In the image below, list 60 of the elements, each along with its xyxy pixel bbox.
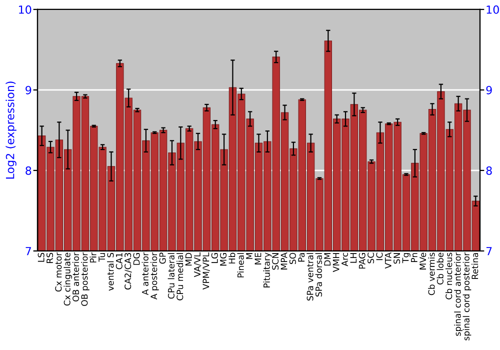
y2-tick-label: 10 (486, 5, 499, 14)
x-tick-label: MVe (420, 252, 426, 270)
x-tick-label: OB anterior (72, 252, 80, 302)
x-tick-label: MPA (280, 252, 288, 270)
x-tick-label: spinal cord posterior (462, 252, 472, 340)
y-tick-label: 9 (26, 86, 32, 94)
x-tick-label: A posterior (150, 252, 159, 300)
x-tick-label: CA2/CA3 (124, 253, 132, 290)
x-tick-label: VTA (384, 252, 392, 269)
x-tick-label: Pa (298, 253, 305, 262)
x-tick-label: ME (254, 252, 262, 264)
x-tick-label: Arc (342, 252, 348, 266)
x-tick-label: LS (38, 252, 44, 262)
x-tick-label: Tu (98, 253, 106, 262)
x-tick-label: SPa dorsal (315, 253, 322, 296)
y-axis-title: Log2 (expression) (6, 82, 16, 179)
x-tick-label: LH (350, 253, 357, 263)
x-tick-label: M (246, 253, 252, 259)
x-tick-label: VA/VL (194, 252, 202, 278)
x-tick-label: Pir (90, 252, 96, 262)
x-tick-label: Tg (402, 253, 410, 264)
x-tick-label: Cb vermis (428, 252, 435, 296)
y2-tick-label: 9 (486, 86, 492, 94)
x-tick-label: SO (289, 252, 296, 264)
x-tick-label: VMH (332, 253, 340, 272)
x-tick-label: SPa ventral (306, 253, 314, 300)
x-tick-label: RS (46, 252, 54, 263)
x-tick-label: OB posterior (81, 252, 90, 306)
y-tick-label: 8 (26, 166, 32, 175)
x-tick-label: DM (324, 253, 331, 266)
x-tick-label: CPu medial (176, 253, 184, 300)
y2-tick-label: 7 (486, 247, 492, 256)
x-tick-label: Hb (228, 252, 236, 264)
x-tick-label: A anterior (142, 252, 148, 296)
y2-tick-label: 8 (486, 166, 492, 175)
x-tick-label: GP (159, 252, 166, 264)
x-tick-label: spinal cord anterior (454, 252, 462, 336)
x-tick-label: VPM/VPL (202, 252, 210, 290)
x-tick-label: Cb lobe (436, 252, 444, 284)
x-tick-label: LG (211, 253, 218, 263)
y-tick-label: 7 (26, 247, 31, 256)
x-tick-label: Retina (471, 253, 478, 279)
y-tick-label: 10 (19, 5, 32, 14)
x-tick-label: IC (376, 252, 383, 260)
x-tick-label: CA1 (116, 253, 122, 270)
x-tick-label: Cb nucleus (445, 252, 452, 300)
x-tick-label: CPu lateral (168, 253, 174, 299)
x-tick-label: DG (133, 253, 140, 265)
x-tick-label: Pn (411, 253, 418, 262)
x-tick-label: MD (185, 252, 192, 266)
x-tick-label: Pineal (237, 253, 244, 278)
x-tick-label: ventral S (107, 252, 114, 291)
x-tick-label: Pituitary (263, 252, 272, 288)
x-tick-label: SC (368, 252, 374, 264)
x-tick-label: SN (394, 253, 400, 264)
x-tick-label: Cx motor (55, 252, 62, 292)
x-tick-label: SCN (272, 253, 279, 270)
x-tick-label: Cx cingulate (64, 252, 72, 306)
x-tick-label: PAG (358, 253, 366, 269)
x-tick-label: MG (220, 253, 227, 266)
